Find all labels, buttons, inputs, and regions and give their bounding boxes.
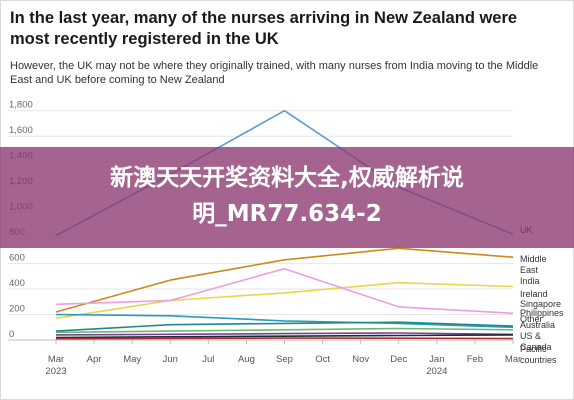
overlay-line-1: 新澳天天开奖资料大全,权威解析说 <box>110 165 464 191</box>
series-label: Other <box>520 314 543 324</box>
chart-title: In the last year, many of the nurses arr… <box>10 9 518 48</box>
series-line-middle-east <box>55 247 514 313</box>
x-tick-label: May <box>123 354 141 365</box>
series-line-pacific-countries <box>55 337 514 340</box>
series-line-india <box>55 281 514 320</box>
x-tick-label: Jan <box>429 354 444 365</box>
series-line-ireland <box>55 267 514 315</box>
overlay-banner <box>0 147 574 248</box>
series-label: Pacific countries <box>520 344 557 365</box>
x-tick-label: Dec <box>390 354 407 365</box>
x-tick-label: Oct <box>315 354 330 365</box>
series-label: Singapore <box>520 299 561 309</box>
series-label: India <box>520 276 540 286</box>
x-tick-year: 2023 <box>45 366 66 377</box>
series-label: Ireland <box>520 289 548 299</box>
x-tick-label: Jun <box>163 354 178 365</box>
y-tick-label: 400 <box>9 278 25 289</box>
x-tick-year: 2024 <box>426 366 447 377</box>
series-line-philippines <box>55 321 514 332</box>
series-label: US & Canada <box>520 331 552 352</box>
y-tick-label: 1,800 <box>9 100 33 111</box>
x-tick-label: Mar <box>48 354 64 365</box>
x-tick-label: Sep <box>276 354 293 365</box>
x-tick-label: Nov <box>352 354 369 365</box>
y-tick-label: 1,600 <box>9 125 33 136</box>
x-tick-label: Aug <box>238 354 255 365</box>
x-tick-label: Jul <box>202 354 214 365</box>
overlay-text: 新澳天天开奖资料大全,权威解析说 明_MR77.634-2 <box>0 160 574 232</box>
series-label: Middle East <box>520 254 547 275</box>
chart-subtitle: However, the UK may not be where they or… <box>10 60 539 86</box>
series-line-other <box>55 327 514 334</box>
x-tick-label: Apr <box>87 354 102 365</box>
series-label: Philippines <box>520 308 564 318</box>
x-tick-label: Mar <box>505 354 521 365</box>
x-tick-label: Feb <box>467 354 483 365</box>
overlay-line-2: 明_MR77.634-2 <box>192 201 382 227</box>
series-line-australia <box>55 332 514 336</box>
y-tick-label: 200 <box>9 304 25 315</box>
series-label: Australia <box>520 320 555 330</box>
y-tick-label: 600 <box>9 253 25 264</box>
y-tick-label: 0 <box>9 329 14 340</box>
series-line-us-canada <box>55 334 514 339</box>
series-line-singapore <box>55 313 514 329</box>
